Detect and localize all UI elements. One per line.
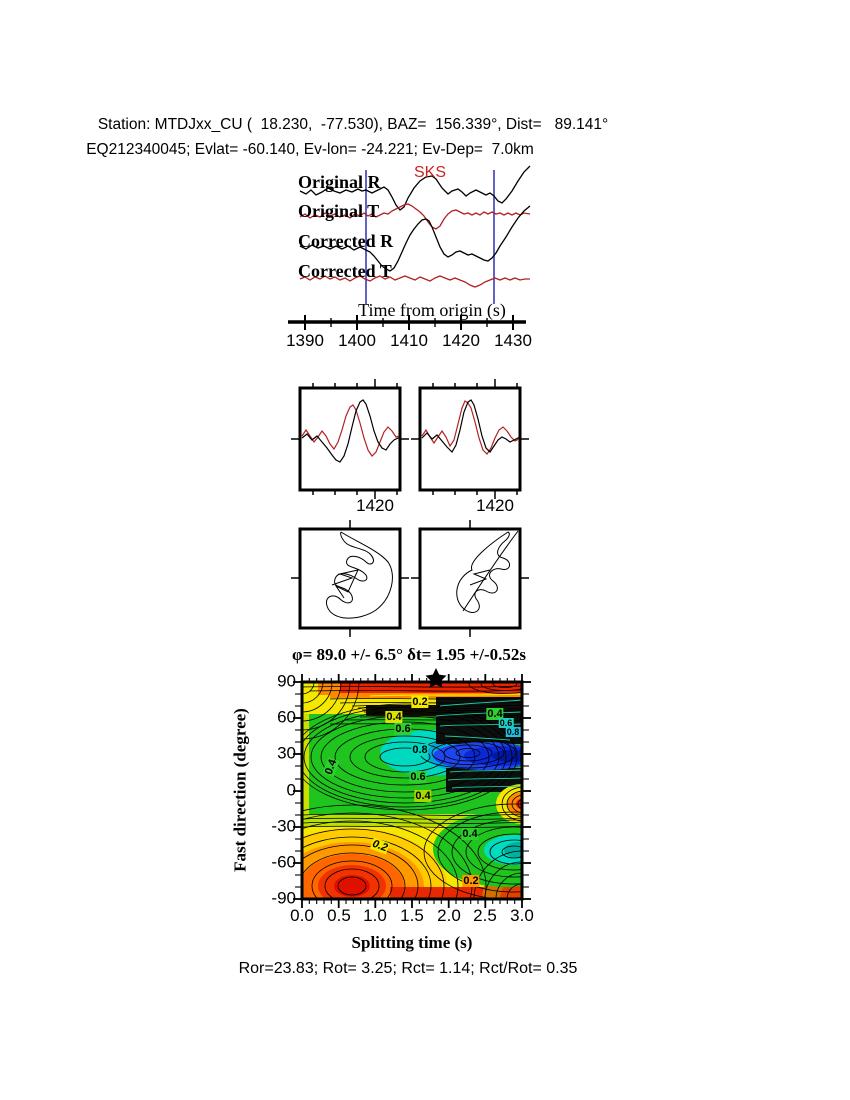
trace-corrected-r [299, 205, 531, 272]
overlay-right-tick-label: 1420 [476, 496, 514, 515]
contour-minor-ticks [295, 678, 529, 904]
ytick-30: 30 [277, 743, 296, 763]
wave-tick-1430: 1430 [494, 331, 532, 350]
contour-title: φ= 89.0 +/- 6.5° δt= 1.95 +/-0.52s [291, 645, 527, 664]
wave-tick-1410: 1410 [390, 331, 428, 350]
overlay-box-right [411, 379, 529, 499]
ytick-m60: -60 [271, 852, 296, 872]
waveform-axis-label: Time from origin (s) [358, 300, 506, 320]
contour-label-04: 0.4 [385, 711, 403, 723]
xtick-10: 1.0 [363, 906, 387, 925]
event-header: EQ212340045; Evlat= -60.140, Ev-lon= -24… [86, 141, 534, 158]
ytick-m30: -30 [271, 816, 296, 836]
contour-label-04b: 0.4 [414, 790, 432, 802]
contour-label-02-bottom: 0.2 [462, 875, 480, 887]
waveform-time-axis [288, 315, 526, 330]
overlay-box-left [291, 379, 409, 499]
xtick-00: 0.0 [290, 906, 314, 925]
trace-original-t [299, 203, 531, 230]
contour-label-06: 0.6 [394, 723, 412, 735]
particle-motion-left [291, 520, 409, 637]
contour-label-02: 0.2 [411, 696, 429, 708]
contour-label-06-right: 0.6 [498, 718, 514, 728]
xtick-25: 2.5 [473, 906, 497, 925]
xtick-20: 2.0 [437, 906, 461, 925]
ytick-0: 0 [286, 780, 296, 800]
contour-label-04-right: 0.4 [486, 708, 504, 720]
contour-label-04-lower: 0.4 [461, 828, 479, 840]
contour-xlabel: Splitting time (s) [351, 933, 473, 952]
xtick-05: 0.5 [327, 906, 351, 925]
contour-label-08: 0.8 [411, 744, 429, 756]
contour-major-ticks [293, 674, 531, 908]
trace-original-r [299, 165, 531, 211]
overlay-left-tick-label: 1420 [356, 496, 394, 515]
ytick-90: 90 [277, 671, 296, 691]
contour-label-08-right: 0.8 [505, 727, 521, 737]
analysis-window-lines [365, 170, 495, 304]
phase-label: SKS [413, 164, 447, 181]
ytick-m90: -90 [271, 888, 296, 908]
particle-motion-right [411, 520, 529, 637]
contour-label-06b: 0.6 [409, 771, 427, 783]
contour-map [293, 668, 531, 908]
ytick-60: 60 [277, 707, 296, 727]
splitting-statistics: Ror=23.83; Rot= 3.25; Rct= 1.14; Rct/Rot… [238, 960, 578, 977]
trace-corrected-t [299, 275, 530, 288]
station-header: Station: MTDJxx_CU ( 18.230, -77.530), B… [97, 116, 609, 133]
trace-label-corrected-t: Corrected T [298, 261, 392, 281]
xtick-15: 1.5 [400, 906, 424, 925]
wave-tick-1390: 1390 [286, 331, 324, 350]
best-fit-star-icon [425, 668, 447, 688]
trace-label-original-t: Original T [298, 201, 380, 221]
contour-ylabel: Fast direction (degree) [230, 708, 250, 872]
wave-tick-1420: 1420 [442, 331, 480, 350]
trace-label-corrected-r: Corrected R [298, 231, 394, 251]
xtick-30: 3.0 [510, 906, 534, 925]
trace-label-original-r: Original R [298, 172, 381, 192]
wave-tick-1400: 1400 [338, 331, 376, 350]
